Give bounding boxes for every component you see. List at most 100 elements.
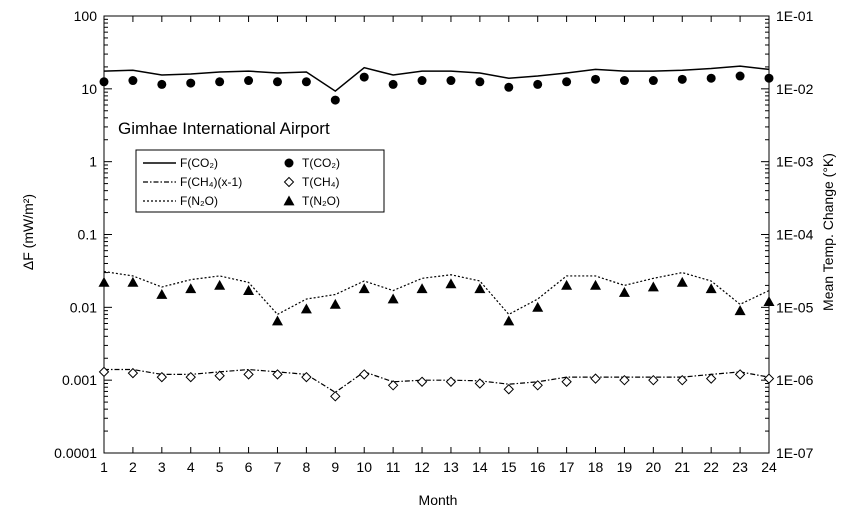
point-T_CO2 xyxy=(417,76,427,86)
point-T_CH4 xyxy=(301,371,312,383)
y-right-tick-label: 1E-02 xyxy=(776,81,814,97)
y-left-tick-label: 10 xyxy=(81,81,97,97)
x-tick-label: 6 xyxy=(245,459,253,475)
y-left-tick-label: 1 xyxy=(89,154,97,170)
legend-symbol-T_N2O xyxy=(283,195,295,206)
point-T_CH4 xyxy=(156,371,168,383)
x-tick-label: 2 xyxy=(129,459,137,475)
point-T_CH4 xyxy=(214,370,225,381)
legend: F(CO₂) T(CO₂) F(CH₄)(x-1) T(CH₄) F(N₂O) T(N₂O… xyxy=(135,149,385,213)
x-tick-label: 11 xyxy=(386,459,401,475)
x-tick-label: 17 xyxy=(559,459,575,475)
point-T_CH4 xyxy=(705,373,717,384)
legend-box xyxy=(135,149,385,213)
point-T_N2O xyxy=(387,293,399,304)
point-T_N2O xyxy=(358,283,370,294)
point-T_CO2 xyxy=(330,95,340,105)
x-tick-label: 5 xyxy=(216,459,224,475)
point-T_N2O xyxy=(98,276,110,287)
series-line-F_CO2 xyxy=(103,65,770,93)
point-T_CO2 xyxy=(591,74,601,84)
point-T_CH4 xyxy=(590,373,601,384)
point-T_N2O xyxy=(156,289,168,299)
point-T_CO2 xyxy=(244,76,254,86)
point-T_CH4 xyxy=(561,376,572,387)
point-T_CO2 xyxy=(301,77,311,87)
point-T_N2O xyxy=(676,276,688,287)
point-T_CO2 xyxy=(504,82,514,92)
point-T_CH4 xyxy=(359,369,370,380)
series-T_N2O xyxy=(98,276,775,326)
point-T_CO2 xyxy=(764,73,774,83)
point-T_CH4 xyxy=(619,374,630,386)
point-T_CH4 xyxy=(416,376,428,387)
x-tick-label: 9 xyxy=(331,459,339,475)
point-T_CO2 xyxy=(533,79,543,89)
point-T_CO2 xyxy=(562,77,572,87)
point-T_CH4 xyxy=(243,369,254,380)
point-T_CH4 xyxy=(387,380,399,391)
x-tick-label: 16 xyxy=(530,459,546,475)
point-T_CH4 xyxy=(98,366,110,378)
y-right-tick-label: 1E-07 xyxy=(776,445,814,461)
series-line-F_CH4 xyxy=(104,368,770,394)
point-T_CH4 xyxy=(127,367,139,379)
x-tick-label: 7 xyxy=(274,459,282,475)
y-axis-left-title: ΔF (mW/m²) xyxy=(20,194,36,270)
point-T_CH4 xyxy=(474,378,486,389)
y-left-tick-label: 0.001 xyxy=(62,372,97,388)
point-T_N2O xyxy=(445,278,457,289)
point-T_CO2 xyxy=(388,79,398,89)
point-T_CO2 xyxy=(359,72,369,82)
point-T_CH4 xyxy=(532,380,543,391)
series-T_CO2 xyxy=(99,71,774,105)
y-left-tick-label: 100 xyxy=(74,8,98,24)
legend-symbol-T_CO2 xyxy=(284,158,294,168)
point-T_N2O xyxy=(734,305,746,316)
legend-label-F_N2O: F(N₂O) xyxy=(180,194,218,208)
y-right-tick-label: 1E-04 xyxy=(776,227,814,243)
point-T_CO2 xyxy=(128,76,138,86)
x-tick-label: 8 xyxy=(302,459,310,475)
point-T_CH4 xyxy=(185,371,196,383)
point-T_CH4 xyxy=(503,384,514,395)
x-tick-label: 19 xyxy=(617,459,633,475)
series-T_CH4 xyxy=(98,366,775,402)
point-T_N2O xyxy=(705,283,717,294)
y-left-tick-label: 0.1 xyxy=(78,227,98,243)
y-right-tick-label: 1E-06 xyxy=(776,372,814,388)
point-T_N2O xyxy=(214,279,226,290)
x-tick-label: 13 xyxy=(443,459,459,475)
x-tick-label: 20 xyxy=(646,459,662,475)
plot-frame xyxy=(103,15,770,454)
point-T_CO2 xyxy=(648,76,658,86)
series-F_N2O xyxy=(103,270,770,316)
x-tick-label: 23 xyxy=(732,459,748,475)
point-T_CO2 xyxy=(735,71,745,81)
x-tick-label: 22 xyxy=(703,459,719,475)
legend-label-T_CO2: T(CO₂) xyxy=(302,156,340,170)
axes-layer: 1 2 3 4 5 6 7 8 9 10 11 12 13 14 15 16 17 18 19 20 21 22 23 240… xyxy=(54,8,813,475)
point-T_CH4 xyxy=(734,369,746,380)
point-T_CH4 xyxy=(272,369,283,380)
x-axis-title: Month xyxy=(419,492,458,508)
x-tick-label: 1 xyxy=(100,459,108,475)
x-tick-label: 24 xyxy=(761,459,777,475)
x-tick-label: 4 xyxy=(187,459,195,475)
y-right-tick-label: 1E-05 xyxy=(776,299,814,315)
series-F_CO2 xyxy=(103,65,770,93)
x-tick-label: 3 xyxy=(158,459,166,475)
point-T_N2O xyxy=(590,279,602,290)
point-T_N2O xyxy=(416,283,428,294)
y-right-tick-label: 1E-01 xyxy=(776,8,814,24)
legend-label-T_CH4: T(CH₄) xyxy=(302,175,340,189)
point-T_CO2 xyxy=(475,77,485,87)
point-T_N2O xyxy=(243,285,255,295)
legend-symbol-T_CH4 xyxy=(283,176,295,188)
data-layer xyxy=(98,65,775,402)
point-T_CH4 xyxy=(445,376,457,387)
point-T_CO2 xyxy=(619,76,629,86)
point-T_CH4 xyxy=(330,391,341,402)
x-tick-label: 15 xyxy=(501,459,517,475)
